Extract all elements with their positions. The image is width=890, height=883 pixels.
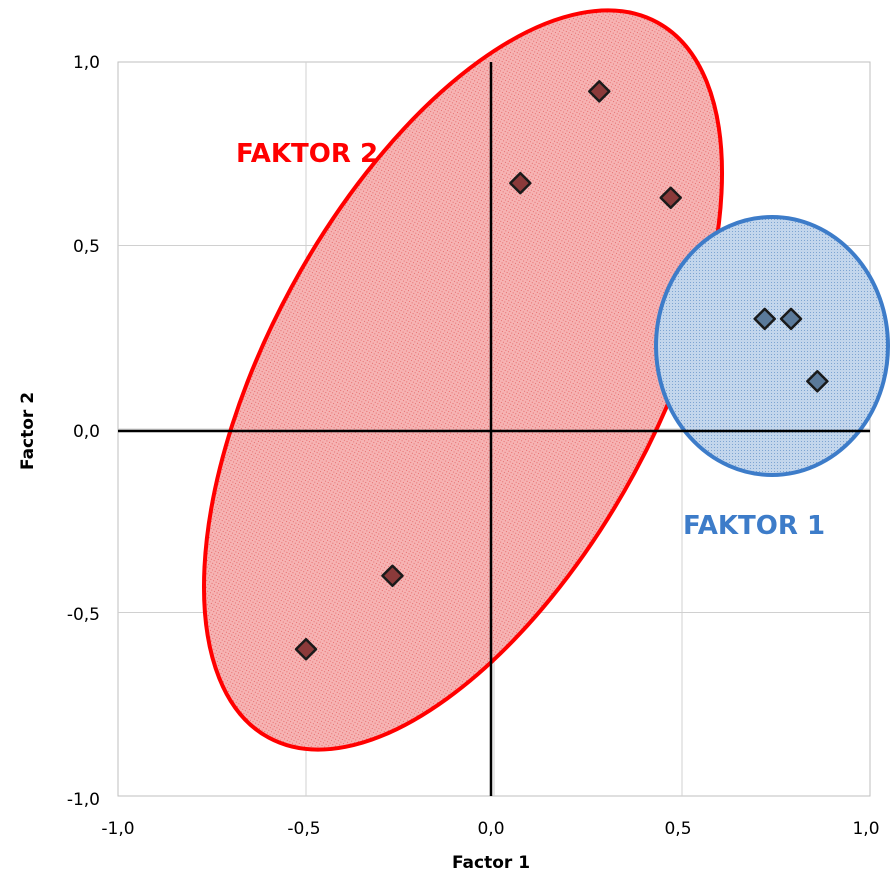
x-tick-label: -1,0 — [101, 819, 134, 839]
data-point-marker — [588, 80, 611, 103]
faktor-1-label: FAKTOR 1 — [683, 511, 825, 541]
data-point-marker — [659, 186, 682, 210]
y-tick-label: 0,0 — [73, 422, 100, 442]
zero-axes — [118, 62, 870, 796]
y-axis-title: Factor 2 — [18, 392, 38, 470]
data-point-marker — [753, 307, 776, 331]
y-tick-labels: 1,0 0,5 0,0 -0,5 -1,0 — [67, 53, 100, 810]
y-tick-label: -0,5 — [67, 605, 100, 625]
x-axis-title: Factor 1 — [452, 853, 530, 873]
x-tick-label: -0,5 — [287, 819, 320, 839]
x-tick-label: 0,5 — [664, 819, 691, 839]
y-tick-label: 1,0 — [73, 53, 100, 73]
x-tick-labels: -1,0 -0,5 0,0 0,5 1,0 — [101, 819, 879, 839]
data-point-marker — [509, 171, 532, 195]
data-point-marker — [381, 564, 404, 588]
data-points — [294, 80, 829, 661]
faktor-2-label: FAKTOR 2 — [236, 139, 378, 169]
y-tick-label: -1,0 — [67, 790, 100, 810]
cluster-ellipses — [201, 8, 890, 752]
y-tick-label: 0,5 — [73, 237, 100, 257]
faktor-1-ellipse — [654, 215, 890, 477]
data-point-marker — [806, 370, 829, 393]
x-tick-label: 0,0 — [477, 819, 504, 839]
x-tick-label: 1,0 — [852, 819, 879, 839]
data-point-marker — [779, 307, 803, 331]
data-point-marker — [294, 637, 318, 661]
faktor-2-ellipse — [201, 8, 725, 752]
